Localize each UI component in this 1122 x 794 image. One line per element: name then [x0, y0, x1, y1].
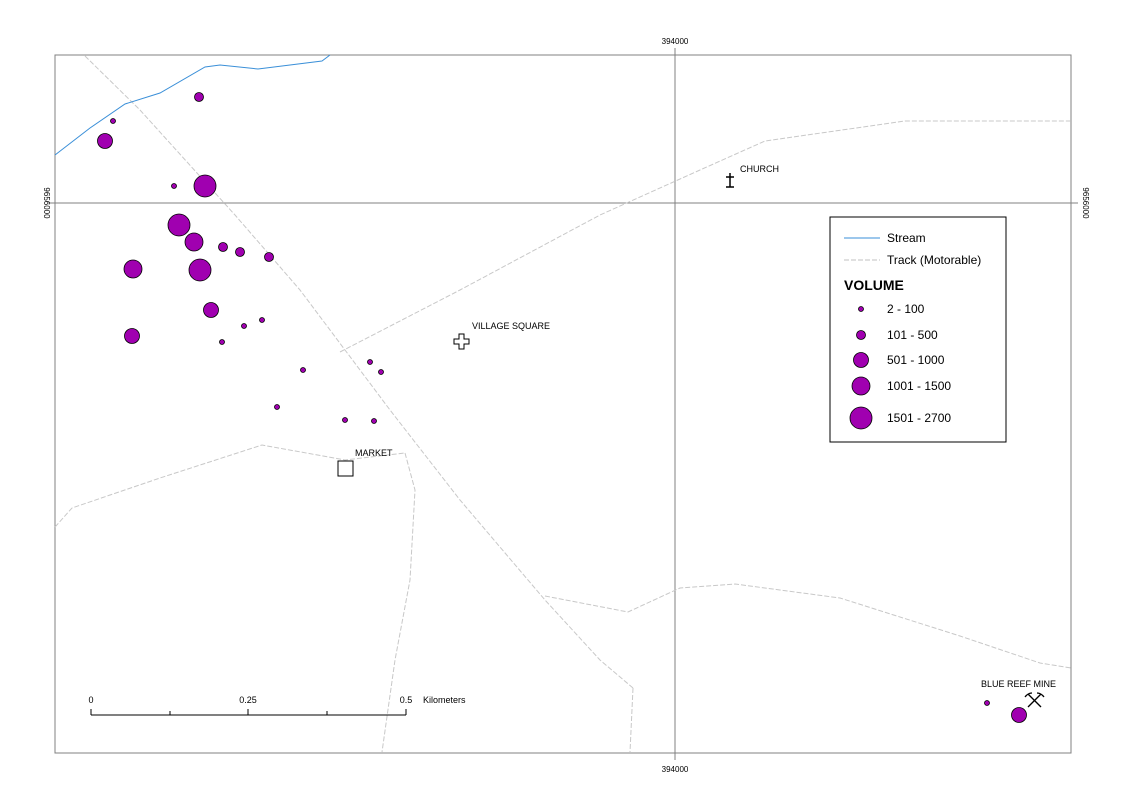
- legend-symbol-class-3: [853, 352, 869, 368]
- volume-symbol: [188, 258, 212, 282]
- volume-symbol: [300, 367, 306, 373]
- volume-symbol: [1011, 707, 1027, 723]
- legend-stream-label: Stream: [887, 231, 926, 245]
- legend-symbol-class-4: [851, 376, 871, 396]
- volume-symbol: [184, 232, 204, 252]
- tracks: [54, 55, 1072, 753]
- legend-box: [829, 216, 1007, 443]
- track-northeast: [339, 120, 1071, 353]
- track-south-end: [629, 687, 634, 753]
- church-icon: [726, 173, 734, 188]
- volume-symbol: [97, 133, 113, 149]
- market-label: MARKET: [355, 448, 393, 458]
- scale-tick-025: 0.25: [239, 695, 257, 705]
- volume-symbol: [274, 404, 280, 410]
- legend-class-3-label: 501 - 1000: [887, 353, 945, 367]
- legend-class-5-label: 1501 - 2700: [887, 411, 951, 425]
- village-square-label: VILLAGE SQUARE: [472, 321, 550, 331]
- village-square-icon: [453, 333, 470, 350]
- volume-symbol: [342, 417, 348, 423]
- volume-symbol: [171, 183, 177, 189]
- legend-symbol-class-2: [856, 330, 866, 340]
- track-mine: [544, 583, 1072, 669]
- volume-symbol: [194, 92, 204, 102]
- volume-symbol: [110, 118, 116, 124]
- volume-symbol: [218, 242, 228, 252]
- legend-class-2-label: 101 - 500: [887, 328, 938, 342]
- volume-symbol: [371, 418, 377, 424]
- scale-tick-0: 0: [88, 695, 93, 705]
- blue-reef-mine-label: BLUE REEF MINE: [981, 679, 1056, 689]
- stream: [54, 54, 331, 156]
- scale-bar: 0 0.25 0.5 Kilometers: [88, 695, 466, 716]
- legend-symbol-class-1: [858, 306, 864, 312]
- volume-symbol: [123, 259, 143, 279]
- grid-label-bottom: 394000: [662, 765, 689, 774]
- legend-title: VOLUME: [844, 277, 904, 293]
- volume-symbol: [235, 247, 245, 257]
- volume-symbol: [219, 339, 225, 345]
- grid-label-right: 9656000: [1081, 187, 1090, 219]
- track-south-branch: [381, 452, 416, 753]
- legend-class-4-label: 1001 - 1500: [887, 379, 951, 393]
- legend: Stream Track (Motorable) VOLUME 2 - 100 …: [829, 216, 1007, 443]
- volume-symbol: [203, 302, 219, 318]
- church-label: CHURCH: [740, 164, 779, 174]
- legend-symbol-class-5: [849, 406, 873, 430]
- volume-symbol: [367, 359, 373, 365]
- volume-symbol: [264, 252, 274, 262]
- volume-symbols: [97, 92, 1027, 723]
- track-main-diagonal: [84, 55, 634, 689]
- scale-unit: Kilometers: [423, 695, 466, 705]
- market-icon: [337, 460, 354, 477]
- mine-pickaxe-icon: [1024, 692, 1045, 708]
- track-market-west: [54, 444, 406, 528]
- volume-symbol: [259, 317, 265, 323]
- volume-symbol: [124, 328, 140, 344]
- grid-label-left: 9656000: [42, 187, 51, 219]
- legend-track-label: Track (Motorable): [887, 253, 981, 267]
- scale-tick-05: 0.5: [400, 695, 413, 705]
- volume-symbol: [378, 369, 384, 375]
- volume-symbol: [167, 213, 191, 237]
- legend-class-1-label: 2 - 100: [887, 302, 925, 316]
- volume-symbol: [984, 700, 990, 706]
- grid-label-top: 394000: [662, 37, 689, 46]
- volume-symbol: [193, 174, 217, 198]
- volume-symbol: [241, 323, 247, 329]
